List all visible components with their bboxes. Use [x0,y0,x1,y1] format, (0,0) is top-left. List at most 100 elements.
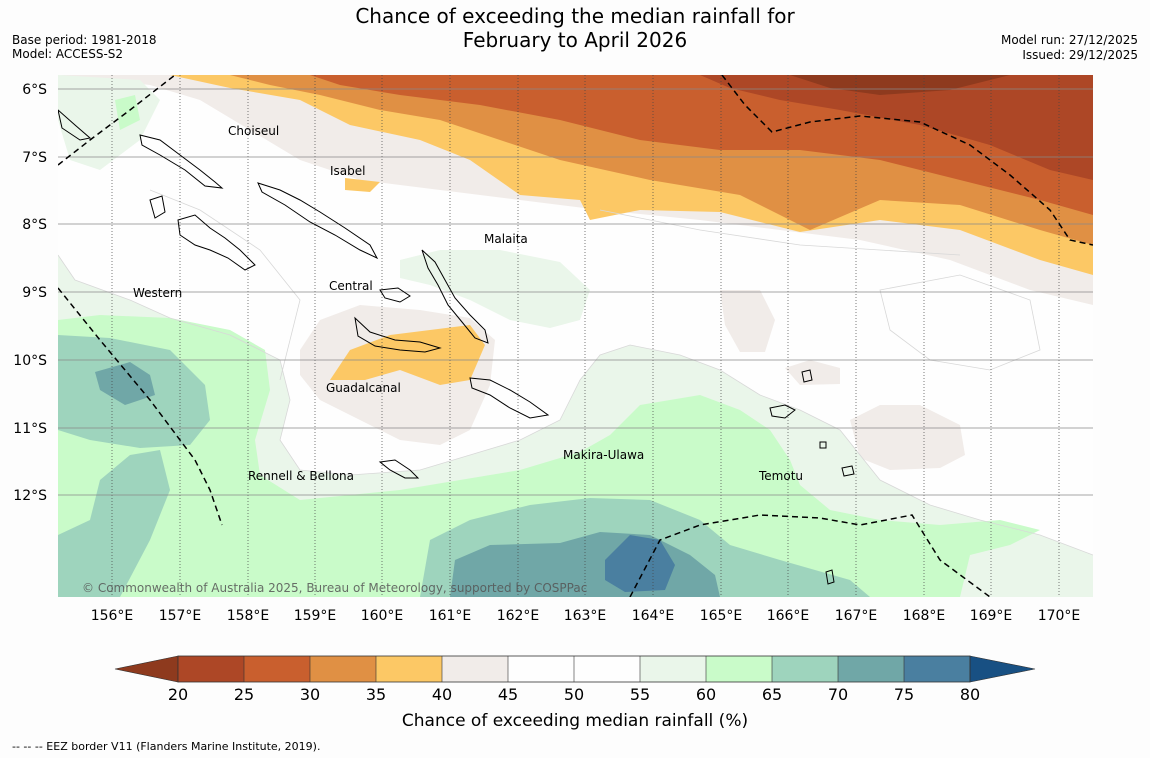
lon-label: 159°E [294,608,337,624]
colorbar-swatch-75-80 [904,656,970,682]
lat-label: 9°S [22,285,47,301]
colorbar-swatch-25-30 [244,656,310,682]
colorbar-tick: 30 [300,685,320,704]
lon-label: 169°E [970,608,1013,624]
florida-islands [379,287,411,303]
colorbar-tick: 80 [960,685,980,704]
contour-20-25 [700,75,1093,180]
contour-60-65-north [115,95,140,130]
colorbar-tick: 55 [630,685,650,704]
lon-label: 164°E [632,608,675,624]
colorbar-swatch-20-25 [178,656,244,682]
guadalcanal-island [354,316,442,353]
map-field [58,75,1093,597]
label-western: Western [133,286,182,300]
lat-label: 7°S [22,150,47,166]
contour-lines [58,189,1093,556]
colorbar-tick-labels: 20 25 30 35 40 45 50 55 60 65 70 75 80 [168,685,980,704]
eez-footnote: -- -- -- EEZ border V11 (Flanders Marine… [12,740,321,753]
label-central: Central [329,279,373,293]
colorbar-tick: 20 [168,685,188,704]
tikopia-island [841,465,855,477]
colorbar: 20 25 30 35 40 45 50 55 60 65 70 75 80 C… [114,655,1036,731]
colorbar-swatch-45-50 [508,656,574,682]
longitude-gridlines [111,75,1060,597]
colorbar-swatch-55-60 [640,656,706,682]
label-guadalcanal: Guadalcanal [326,381,401,395]
contour-35-40-isabel [345,178,380,192]
colorbar-tick: 45 [498,685,518,704]
colorbar-dividers [243,656,905,682]
longitude-axis: 156°E 157°E 158°E 159°E 160°E 161°E 162°… [91,608,1081,624]
colorbar-swatch-50-55 [574,656,640,682]
ndeni-island [769,404,796,419]
contour-35-40-guadalcanal [330,325,485,385]
contour-40-45-small [785,360,840,385]
colorbar-tick: 50 [564,685,584,704]
lat-label: 6°S [22,82,47,98]
contour-40-45-east [850,405,965,470]
new-georgia [177,214,256,271]
colorbar-tick: 35 [366,685,386,704]
colorbar-swatch-30-35 [310,656,376,682]
contour-40-45-mid [720,290,775,352]
lon-label: 168°E [903,608,946,624]
choiseul-island [139,134,224,189]
issued-date: Issued: 29/12/2025 [1022,48,1138,62]
malaita-island [421,249,489,344]
lon-label: 162°E [497,608,540,624]
colorbar-swatch-40-45 [442,656,508,682]
model-run: Model run: 27/12/2025 [1000,33,1138,47]
colorbar-swatch-70-75 [838,656,904,682]
colorbar-min-arrow [114,655,179,683]
lat-label: 11°S [13,421,47,437]
latitude-axis: 6°S 7°S 8°S 9°S 10°S 11°S 12°S [13,82,47,504]
lon-label: 161°E [429,608,472,624]
bougainville [58,109,92,141]
lon-label: 157°E [159,608,202,624]
colorbar-tick: 75 [894,685,914,704]
lon-label: 167°E [835,608,878,624]
eez-border [58,75,1093,597]
lat-label: 10°S [13,353,47,369]
lon-label: 158°E [227,608,270,624]
rennell-island [378,459,420,479]
base-period: Base period: 1981-2018 [12,33,157,47]
lon-label: 170°E [1038,608,1081,624]
contour-65-70-south [58,450,170,597]
colorbar-tick: 60 [696,685,716,704]
label-rennell-bellona: Rennell & Bellona [248,469,354,483]
east-island [801,369,813,383]
colorbar-max-arrow [969,655,1036,683]
vella-lavella [149,195,166,219]
colorbar-swatch-35-40 [376,656,442,682]
colorbar-swatch-65-70 [772,656,838,682]
contour-70-75-west [95,362,155,405]
contour-lt20 [790,75,1010,95]
lon-label: 163°E [564,608,607,624]
model-name: Model: ACCESS-S2 [12,47,124,61]
contour-75-80 [605,535,675,592]
colorbar-tick: 40 [432,685,452,704]
vanikoro-island [825,569,835,585]
contour-55-60-malaita [400,250,590,328]
lon-label: 165°E [700,608,743,624]
contour-60-65 [58,315,1040,597]
label-isabel: Isabel [330,164,365,178]
colorbar-tick: 70 [828,685,848,704]
copyright-notice: © Commonwealth of Australia 2025, Bureau… [82,581,587,595]
colorbar-swatch-60-65 [706,656,772,682]
lon-label: 166°E [767,608,810,624]
chart-title-line1: Chance of exceeding the median rainfall … [355,4,795,28]
label-makira-ulawa: Makira-Ulawa [563,448,644,462]
makira-island [469,377,550,419]
label-choiseul: Choiseul [228,124,279,138]
latitude-gridlines [58,88,1093,496]
colorbar-tick: 65 [762,685,782,704]
colorbar-tick: 25 [234,685,254,704]
anuta-island [819,441,827,449]
coastlines [58,109,855,585]
label-temotu: Temotu [758,469,803,483]
lon-label: 160°E [361,608,404,624]
